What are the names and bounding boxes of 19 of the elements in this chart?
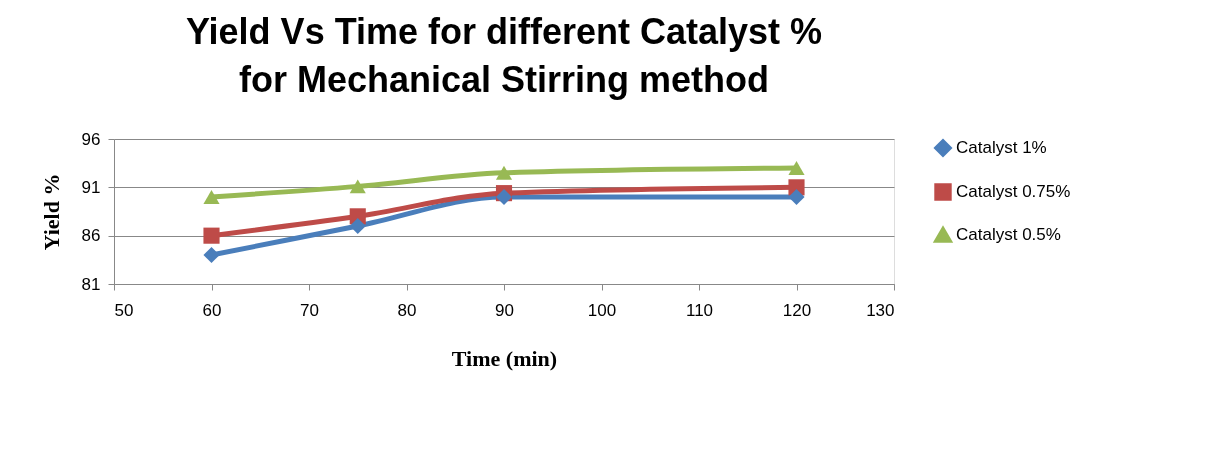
y-tick-label: 81 — [81, 274, 101, 294]
chart-title: Yield Vs Time for different Catalyst % for Mechanical Stirring method — [185, 11, 823, 100]
x-tick-label: 80 — [397, 300, 417, 320]
legend-label: Catalyst 1% — [956, 138, 1047, 157]
y-tick-label: 96 — [81, 129, 101, 149]
y-tick-label: 86 — [81, 226, 101, 246]
legend-label: Catalyst 0.75% — [956, 182, 1071, 201]
x-tick-label: 120 — [782, 300, 812, 320]
legend-label: Catalyst 0.5% — [956, 225, 1061, 244]
x-tick-label: 70 — [300, 300, 319, 320]
x-axis-title: Time (min) — [451, 345, 558, 371]
x-tick-label: 60 — [202, 300, 222, 320]
x-tick-label: 50 — [114, 300, 134, 320]
y-axis-title: Yield % — [38, 173, 64, 251]
x-tick-label: 130 — [866, 300, 895, 320]
x-tick-label: 110 — [685, 300, 714, 320]
x-tick-label: 90 — [495, 300, 514, 320]
y-tick-label: 91 — [81, 177, 101, 197]
x-tick-label: 100 — [587, 300, 617, 320]
